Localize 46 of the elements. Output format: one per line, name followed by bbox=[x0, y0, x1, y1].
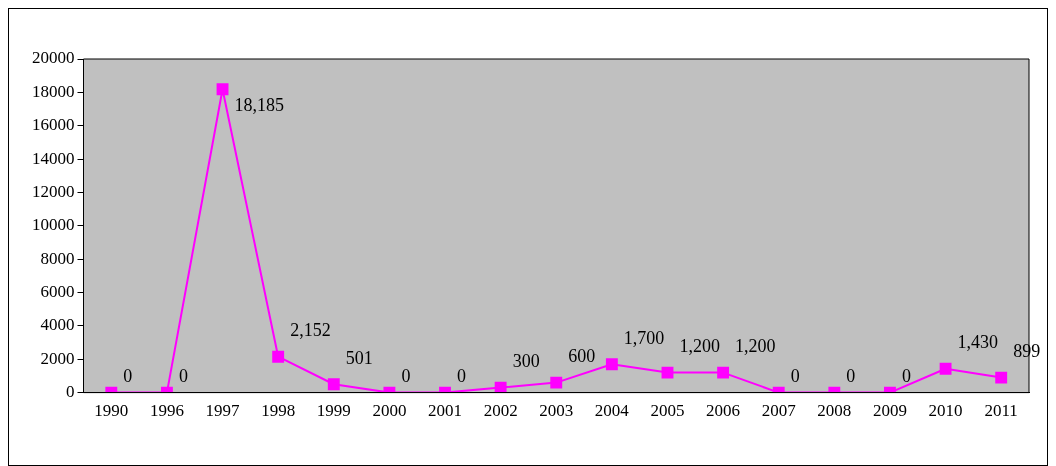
x-tick-label: 2001 bbox=[428, 401, 463, 421]
chart-frame: 1990 1996 1997 1998 1999 2000 2001 2002 2003 2004 2005 2006 2007 2008 2009 2010 2011 0 2000 4000 6000 8000 10000 12000 14000 16000 18000 20000 0 0 18,185 2,152 501 0 0 300 600 1,700 1,200 1,200 0 0 0 1,430 899 bbox=[8, 8, 1048, 466]
x-tick-label: 1990 bbox=[94, 401, 129, 421]
y-tick-label: 0 bbox=[66, 382, 75, 402]
data-label: 1,200 bbox=[735, 336, 776, 357]
x-tick-label: 2005 bbox=[650, 401, 685, 421]
y-tick-label: 4000 bbox=[40, 315, 75, 335]
y-tick-label: 6000 bbox=[40, 281, 75, 301]
data-label: 1,430 bbox=[957, 332, 999, 353]
x-tick-label: 2007 bbox=[761, 401, 797, 421]
y-tick-label: 12000 bbox=[32, 181, 75, 201]
data-label: 0 bbox=[401, 366, 411, 387]
data-label: 0 bbox=[457, 366, 467, 387]
y-tick-label: 10000 bbox=[32, 215, 75, 235]
data-label: 1,700 bbox=[623, 327, 665, 348]
x-tick-label: 2008 bbox=[817, 401, 852, 421]
data-label: 300 bbox=[512, 351, 540, 372]
x-tick-label: 2011 bbox=[984, 401, 1018, 421]
data-label: 600 bbox=[568, 346, 596, 367]
data-label: 0 bbox=[178, 366, 188, 387]
data-label: 0 bbox=[901, 366, 911, 387]
data-label: 501 bbox=[345, 347, 373, 368]
x-tick-label: 2010 bbox=[928, 401, 963, 421]
y-tick-label: 2000 bbox=[40, 348, 75, 368]
y-tick-label: 14000 bbox=[32, 148, 75, 168]
data-label: 0 bbox=[790, 366, 800, 387]
x-tick-label: 2009 bbox=[872, 401, 907, 421]
data-label: 0 bbox=[123, 366, 133, 387]
x-tick-label: 2000 bbox=[372, 401, 407, 421]
x-tick-label: 2004 bbox=[594, 401, 630, 421]
y-tick-label: 18000 bbox=[32, 81, 75, 101]
x-tick-label: 1997 bbox=[205, 401, 241, 421]
x-tick-label: 1998 bbox=[261, 401, 296, 421]
data-label: 0 bbox=[846, 366, 856, 387]
x-tick-label: 2003 bbox=[539, 401, 574, 421]
x-tick-label: 2002 bbox=[483, 401, 518, 421]
data-label: 899 bbox=[1013, 341, 1041, 362]
y-tick-label: 20000 bbox=[32, 48, 75, 68]
y-tick-label: 16000 bbox=[32, 115, 75, 135]
data-label: 18,185 bbox=[234, 95, 285, 116]
y-tick-label: 8000 bbox=[40, 248, 75, 268]
x-tick-label: 1999 bbox=[316, 401, 351, 421]
data-label: 2,152 bbox=[290, 320, 331, 341]
x-tick-label: 2006 bbox=[706, 401, 741, 421]
x-tick-label: 1996 bbox=[149, 401, 184, 421]
data-label: 1,200 bbox=[679, 336, 720, 357]
